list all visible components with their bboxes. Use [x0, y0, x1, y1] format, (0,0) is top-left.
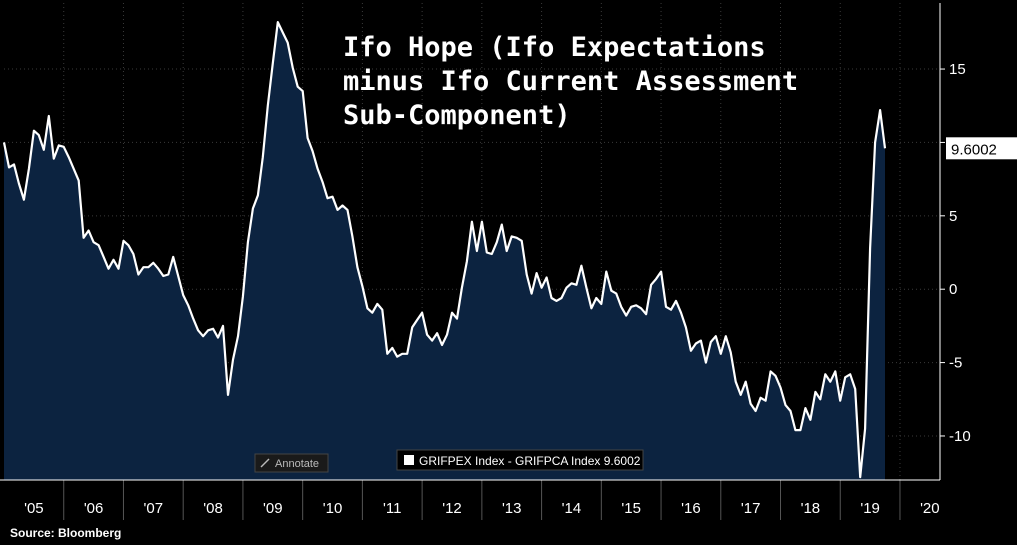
x-tick-label: '18 — [801, 500, 821, 517]
title-line-1: Ifo Hope (Ifo Expectations — [343, 32, 766, 63]
legend-label: GRIFPEX Index - GRIFPCA Index 9.6002 — [419, 454, 641, 468]
x-tick-label: '19 — [860, 500, 880, 517]
x-tick-label: '12 — [442, 500, 462, 517]
source-note: Source: Bloomberg — [10, 526, 121, 540]
x-tick-label: '06 — [84, 500, 104, 517]
last-value-text: 9.6002 — [951, 141, 997, 158]
series-line — [2, 21, 887, 479]
x-tick-label: '14 — [562, 500, 582, 517]
legend-swatch — [404, 455, 414, 465]
chart-title: Ifo Hope (Ifo Expectations minus Ifo Cur… — [343, 32, 798, 131]
x-axis: '05 '06 '07 '08 '09 '10 '11 '12 '13 '14 '15 '16 '17 '… — [0, 479, 940, 520]
x-tick-label: '13 — [502, 500, 522, 517]
last-value-label: 9.6002 — [946, 137, 1017, 160]
y-tick-label: -10 — [949, 428, 971, 445]
pencil-icon — [260, 458, 270, 468]
y-axis: 151050-5-10 — [939, 3, 971, 480]
x-tick-label: '08 — [203, 500, 223, 517]
x-tick-label: '07 — [144, 500, 164, 517]
y-tick-label: 5 — [949, 208, 957, 225]
annotate-button[interactable]: Annotate — [254, 453, 329, 473]
x-tick-label: '05 — [24, 500, 44, 517]
title-line-3: Sub-Component) — [343, 100, 571, 131]
y-tick-label: 15 — [949, 61, 966, 78]
y-tick-label: -5 — [949, 355, 962, 372]
x-tick-label: '20 — [920, 500, 940, 517]
legend-box — [396, 449, 644, 471]
x-tick-label: '16 — [681, 500, 701, 517]
title-line-2: minus Ifo Current Assessment — [343, 66, 798, 97]
legend: GRIFPEX Index - GRIFPCA Index 9.6002 — [396, 449, 644, 471]
x-tick-label: '15 — [621, 500, 641, 517]
x-tick-label: '10 — [323, 500, 343, 517]
x-tick-label: '17 — [741, 500, 761, 517]
x-tick-label: '09 — [263, 500, 283, 517]
last-value-box — [946, 137, 1017, 160]
y-tick-label: 0 — [949, 281, 957, 298]
x-tick-label: '11 — [383, 500, 401, 517]
annotate-label: Annotate — [275, 458, 319, 470]
series-area — [4, 22, 885, 480]
